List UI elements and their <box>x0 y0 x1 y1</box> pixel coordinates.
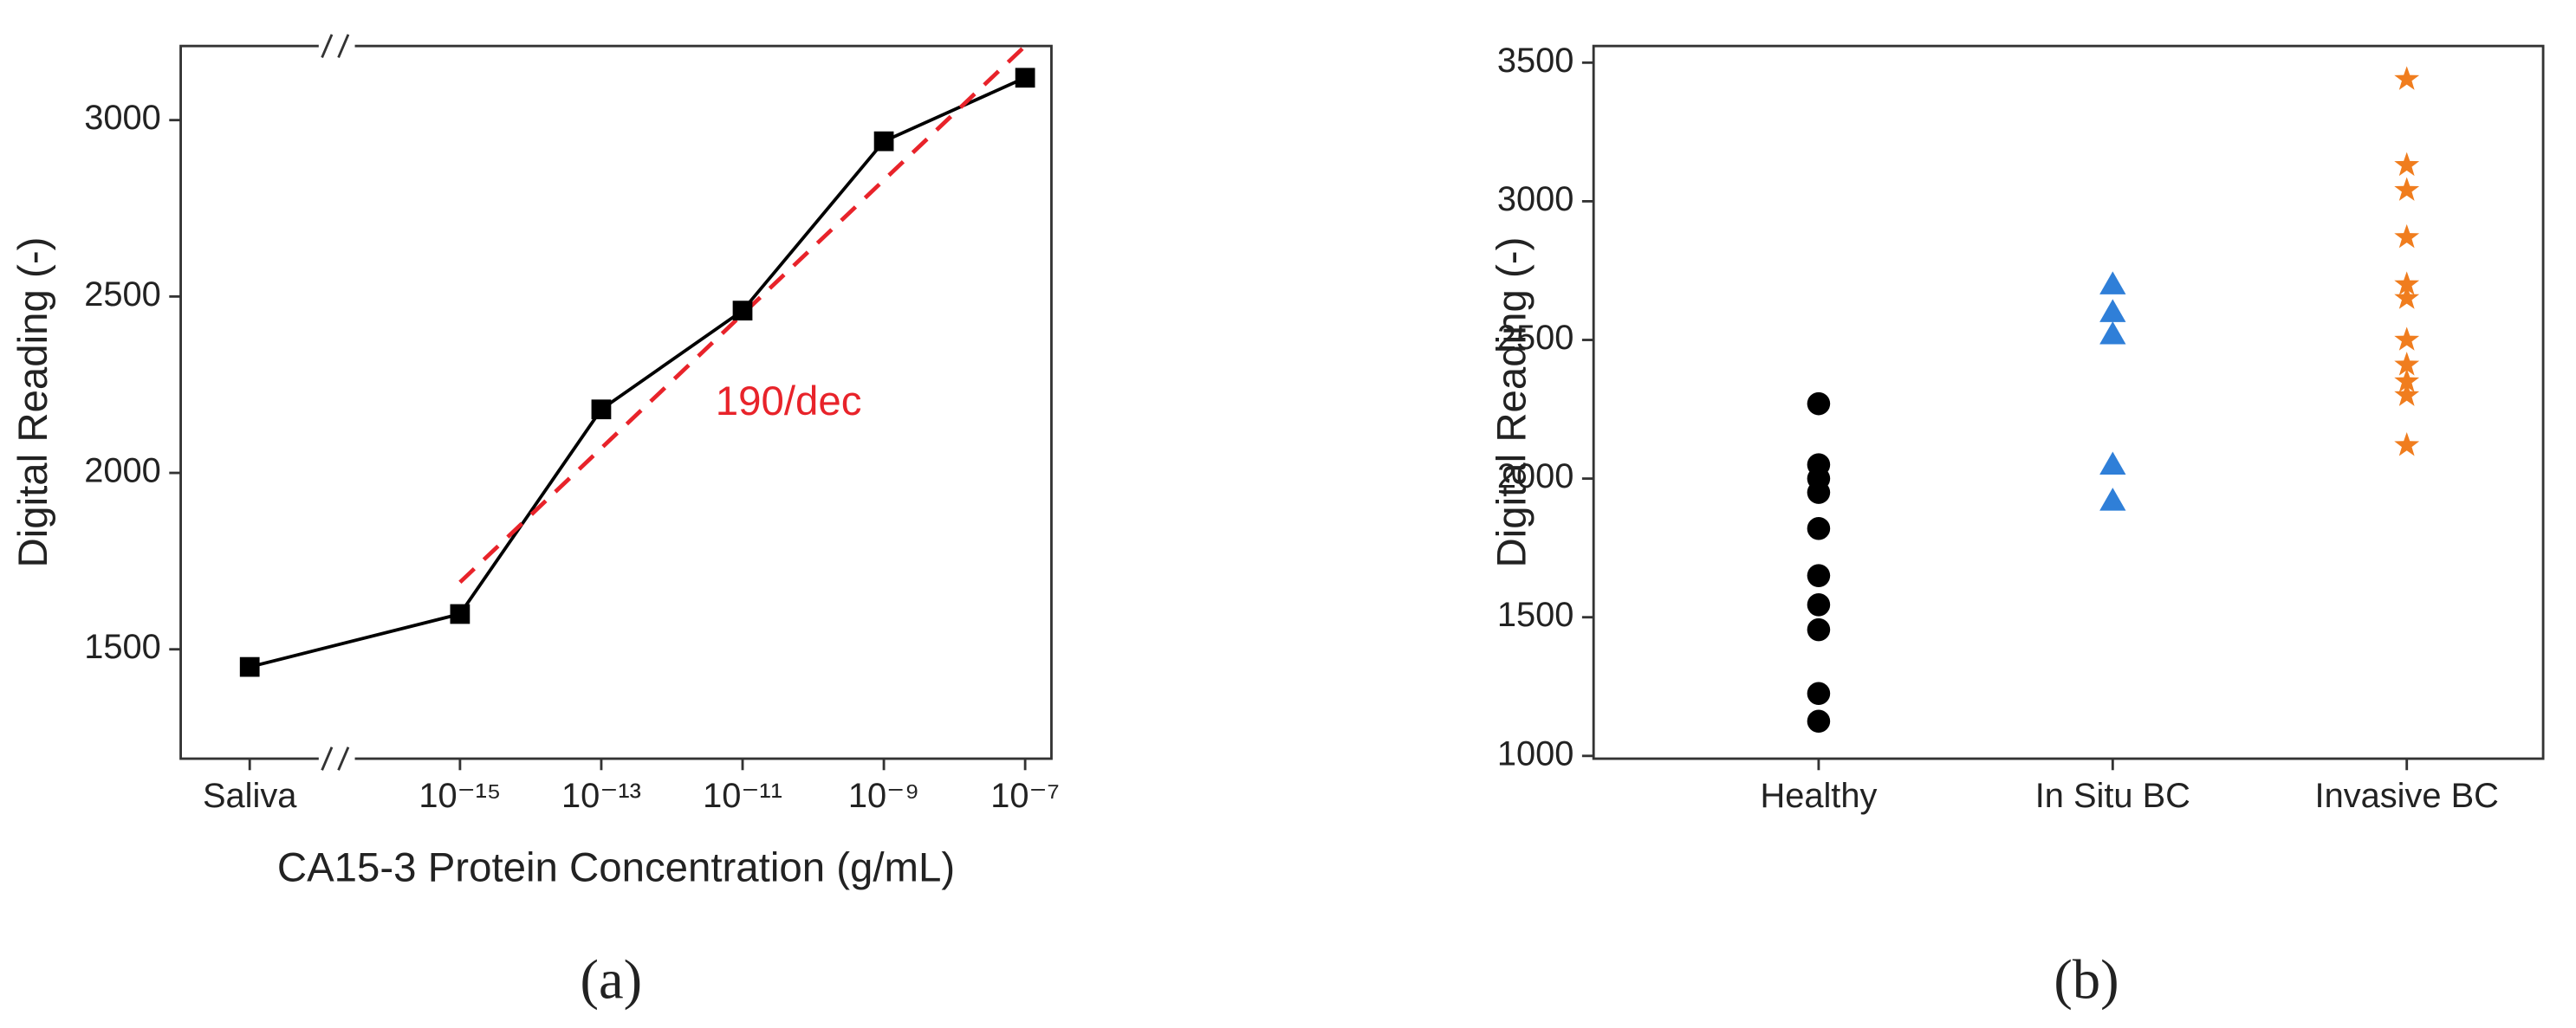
x-tick-label: 10⁻¹⁵ <box>419 777 501 815</box>
y-axis-label: Digital Reading (-) <box>1489 237 1535 568</box>
axis-break <box>321 747 334 771</box>
marker <box>450 604 470 624</box>
marker <box>2099 488 2126 511</box>
marker <box>1807 481 1831 504</box>
y-axis-label: Digital Reading (-) <box>10 237 56 568</box>
annotation: 190/dec <box>716 378 862 424</box>
marker <box>1807 516 1831 540</box>
y-tick-label: 3000 <box>84 99 161 137</box>
axis-break <box>337 34 350 58</box>
marker <box>2394 382 2420 406</box>
marker <box>2394 285 2420 309</box>
axis-break-gap <box>318 41 355 51</box>
x-tick-label: 10⁻¹¹ <box>703 777 782 815</box>
y-tick-label: 1500 <box>84 628 161 666</box>
plot-frame <box>179 44 1053 760</box>
marker <box>2394 432 2420 456</box>
marker <box>2099 320 2126 345</box>
marker <box>2394 152 2420 177</box>
axis-break-gap <box>318 753 355 764</box>
panel-label: (a) <box>581 948 643 1010</box>
marker <box>2099 451 2126 475</box>
marker <box>239 656 260 677</box>
x-axis-label: CA15-3 Protein Concentration (g/mL) <box>277 844 955 890</box>
marker <box>2394 177 2420 201</box>
x-tick-label: 10⁻¹³ <box>561 777 641 815</box>
plot-frame <box>1592 44 2545 760</box>
x-tick-label: Healthy <box>1760 777 1877 815</box>
x-tick-label: 10⁻⁷ <box>990 777 1060 815</box>
marker <box>1807 564 1831 587</box>
marker <box>2394 352 2420 376</box>
marker <box>2394 327 2420 351</box>
marker <box>732 301 753 321</box>
marker <box>591 399 612 420</box>
y-tick-label: 2500 <box>84 275 161 314</box>
y-tick-label: 2500 <box>1497 319 1574 357</box>
marker <box>2099 299 2126 322</box>
axis-break <box>337 747 350 771</box>
y-tick-label: 2000 <box>1497 457 1574 495</box>
y-tick-label: 2000 <box>84 452 161 490</box>
y-tick-label: 1000 <box>1497 734 1574 773</box>
marker <box>1807 617 1831 642</box>
marker <box>2394 223 2420 249</box>
axis-break <box>321 34 334 58</box>
x-tick-label: In Situ BC <box>2035 777 2190 815</box>
marker <box>1807 391 1831 416</box>
x-tick-label: Invasive BC <box>2315 777 2499 815</box>
marker <box>2394 66 2420 90</box>
marker <box>1807 593 1831 617</box>
x-tick-label: 10⁻⁹ <box>848 777 919 815</box>
marker <box>2394 271 2420 295</box>
y-tick-label: 1500 <box>1497 596 1574 634</box>
marker <box>1807 682 1831 706</box>
marker <box>2099 271 2126 294</box>
x-tick-label: Saliva <box>203 777 297 815</box>
marker <box>1015 68 1035 88</box>
series-line <box>249 76 1026 669</box>
marker <box>873 131 894 152</box>
y-tick-label: 3500 <box>1497 42 1574 80</box>
marker <box>1807 709 1831 734</box>
panel-label: (b) <box>2054 948 2119 1010</box>
marker <box>2394 368 2420 392</box>
y-tick-label: 3000 <box>1497 180 1574 218</box>
